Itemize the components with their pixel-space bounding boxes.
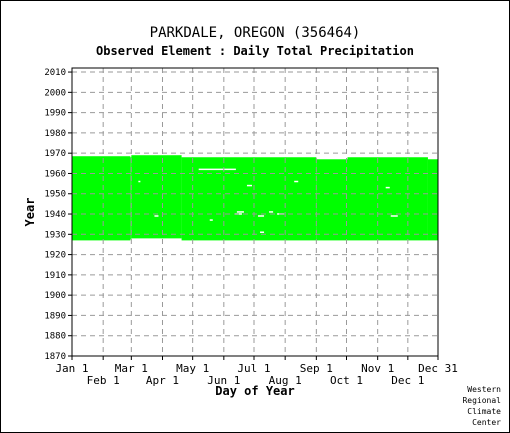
y-tick-label: 1960 bbox=[44, 169, 66, 179]
coverage-layer bbox=[72, 155, 438, 241]
missing-data-mark bbox=[294, 180, 299, 183]
credit-line: Climate bbox=[467, 407, 501, 416]
x-tick-label: Sep 1 bbox=[300, 362, 333, 375]
x-tick-label: Jun 1 bbox=[207, 374, 240, 387]
y-tick-label: 1910 bbox=[44, 271, 66, 281]
credit-text: Western Regional Climate Center bbox=[431, 384, 501, 428]
x-tick-label: Mar 1 bbox=[115, 362, 148, 375]
missing-data-mark bbox=[131, 239, 136, 242]
missing-data-mark bbox=[269, 211, 274, 213]
y-tick-label: 1970 bbox=[44, 149, 66, 159]
credit-line: Center bbox=[472, 418, 501, 427]
x-tick-label: Nov 1 bbox=[361, 362, 394, 375]
missing-data-mark bbox=[138, 180, 141, 183]
x-axis-label: Day of Year bbox=[215, 384, 294, 398]
y-tick-label: 1990 bbox=[44, 109, 66, 119]
missing-data-mark bbox=[236, 211, 244, 213]
y-tick-label: 1950 bbox=[44, 190, 66, 200]
chart-title: PARKDALE, OREGON (356464) bbox=[149, 25, 361, 41]
coverage-segment bbox=[347, 157, 428, 241]
missing-data-mark bbox=[390, 215, 398, 217]
y-tick-label: 1980 bbox=[44, 129, 66, 139]
x-tick-label: Feb 1 bbox=[87, 374, 120, 387]
y-tick-label: 1900 bbox=[44, 291, 66, 301]
y-tick-label: 1920 bbox=[44, 251, 66, 261]
y-tick-label: 1940 bbox=[44, 210, 66, 220]
y-tick-label: 2000 bbox=[44, 88, 66, 98]
missing-data-mark bbox=[209, 219, 213, 221]
y-tick-label: 1870 bbox=[44, 352, 66, 362]
y-tick-label: 1890 bbox=[44, 311, 66, 321]
x-tick-label: Jul 1 bbox=[237, 362, 270, 375]
x-tick-label: Dec 1 bbox=[391, 374, 424, 387]
missing-data-mark bbox=[258, 215, 265, 217]
x-tick-label: May 1 bbox=[176, 362, 209, 375]
coverage-segment bbox=[130, 157, 132, 240]
missing-data-mark bbox=[198, 168, 236, 171]
y-axis-label: Year bbox=[23, 198, 37, 227]
missing-data-mark bbox=[246, 184, 252, 187]
plot-border bbox=[71, 67, 439, 357]
credit-line: Western bbox=[467, 385, 501, 394]
coverage-segment bbox=[427, 159, 438, 241]
coverage-segment bbox=[131, 155, 182, 239]
missing-data-mark bbox=[154, 215, 159, 217]
coverage-segment bbox=[72, 156, 131, 241]
x-tick-label: Apr 1 bbox=[146, 374, 179, 387]
coverage-segment bbox=[181, 157, 317, 241]
credit-line: Regional bbox=[462, 396, 501, 405]
x-axis: Jan 1 Mar 1 May 1 Jul 1 Sep 1 Nov 1 Dec 31 Feb … bbox=[55, 356, 458, 387]
x-tick-label: Aug 1 bbox=[269, 374, 302, 387]
y-tick-label: 1930 bbox=[44, 230, 66, 240]
x-tick-label: Dec 31 bbox=[418, 362, 458, 375]
missing-data-mark bbox=[385, 186, 390, 189]
y-tick-label: 1880 bbox=[44, 332, 66, 342]
missing-data-mark bbox=[260, 231, 265, 233]
x-tick-label: Oct 1 bbox=[330, 374, 363, 387]
coverage-segment bbox=[316, 159, 348, 241]
x-tick-label: Jan 1 bbox=[55, 362, 88, 375]
chart-subtitle: Observed Element : Daily Total Precipita… bbox=[96, 44, 414, 58]
y-axis: 1870 1880 1890 1900 1910 1920 1930 1940 1950 1960… bbox=[44, 68, 72, 362]
y-tick-label: 2010 bbox=[44, 68, 66, 78]
